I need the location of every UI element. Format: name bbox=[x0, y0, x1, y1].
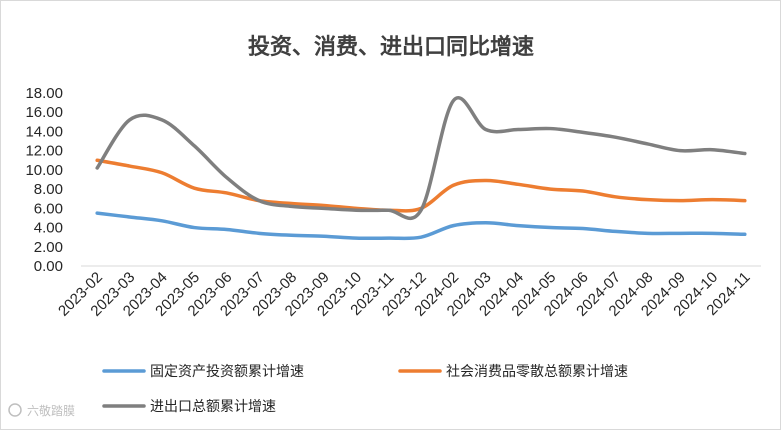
y-tick-label: 14.00 bbox=[25, 123, 63, 140]
series-lines bbox=[95, 96, 747, 241]
y-tick-label: 6.00 bbox=[34, 200, 63, 217]
chart-title: 投资、消费、进出口同比增速 bbox=[248, 34, 534, 60]
y-tick-label: 2.00 bbox=[34, 239, 63, 256]
legend-label: 固定资产投资额累计增速 bbox=[150, 364, 304, 380]
y-tick-label: 4.00 bbox=[34, 220, 63, 237]
y-tick-label: 18.00 bbox=[25, 85, 63, 102]
series-line-2 bbox=[95, 158, 747, 213]
legend-label: 社会消费品零散总额累计增速 bbox=[446, 364, 628, 380]
y-tick-label: 16.00 bbox=[25, 104, 63, 121]
watermark: 六敬踏膜 bbox=[8, 403, 75, 418]
y-tick-label: 10.00 bbox=[25, 162, 63, 179]
y-tick-label: 12.00 bbox=[25, 143, 63, 160]
x-axis: 2023-022023-032023-042023-052023-062023-… bbox=[55, 269, 754, 320]
y-tick-label: 8.00 bbox=[34, 181, 63, 198]
watermark-logo-icon bbox=[8, 403, 22, 417]
series-line-3 bbox=[95, 96, 747, 221]
watermark-text: 六敬踏膜 bbox=[27, 404, 75, 418]
series-line-1 bbox=[95, 211, 747, 241]
y-tick-label: 0.00 bbox=[34, 258, 63, 275]
legend-label: 进出口总额累计增速 bbox=[150, 399, 276, 415]
y-axis: 0.00 2.00 4.00 6.00 8.00 10.00 12.00 14.00 16.00… bbox=[25, 85, 63, 275]
